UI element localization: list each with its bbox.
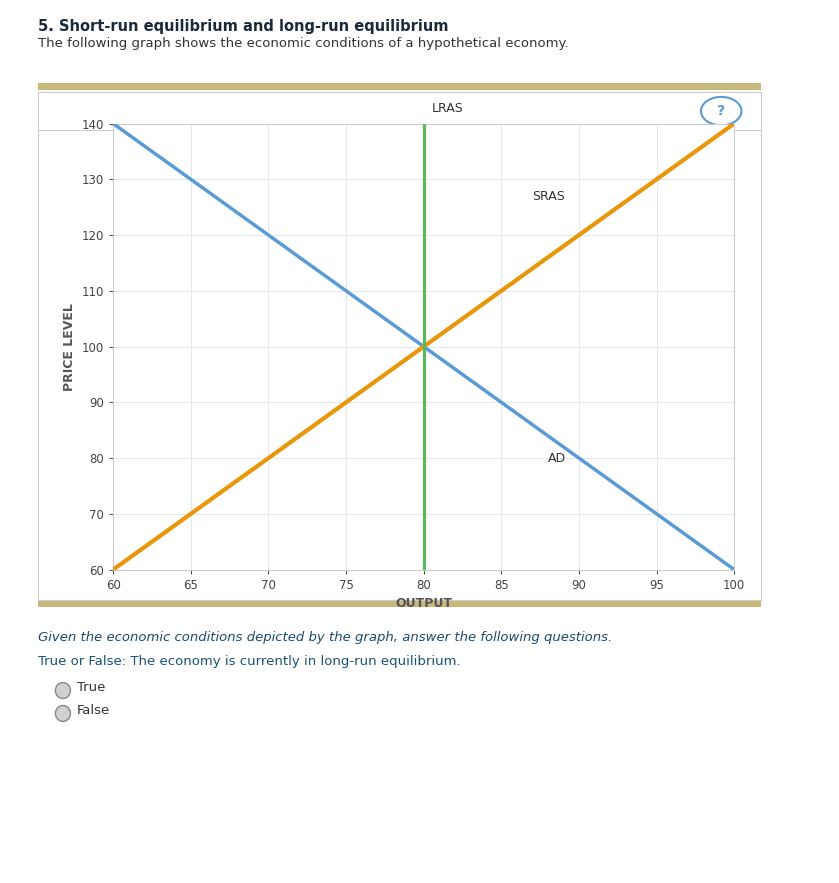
Text: ?: ? [717,104,725,118]
Text: AD: AD [548,451,566,464]
Text: False: False [77,705,111,717]
Y-axis label: PRICE LEVEL: PRICE LEVEL [63,303,76,390]
Text: SRAS: SRAS [533,190,565,202]
X-axis label: OUTPUT: OUTPUT [395,597,452,610]
Text: LRAS: LRAS [431,102,463,116]
Text: Given the economic conditions depicted by the graph, answer the following questi: Given the economic conditions depicted b… [38,631,612,645]
Text: 5. Short-run equilibrium and long-run equilibrium: 5. Short-run equilibrium and long-run eq… [38,19,448,34]
Text: The following graph shows the economic conditions of a hypothetical economy.: The following graph shows the economic c… [38,37,568,50]
Text: True or False: The economy is currently in long-run equilibrium.: True or False: The economy is currently … [38,655,461,668]
Text: True: True [77,682,106,694]
